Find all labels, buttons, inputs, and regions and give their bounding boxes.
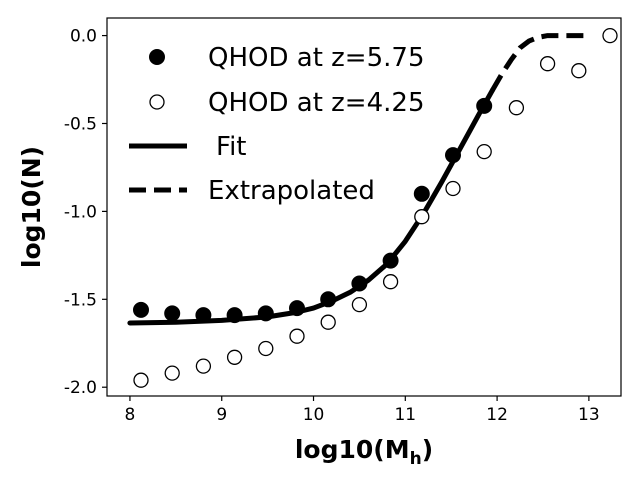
ticks-layer: 8 9 10 11 12 13 -2.0 -1.5 -1.0 -0.5 0.0 — [64, 27, 600, 425]
data-point-z575 — [382, 252, 399, 269]
data-point-z575 — [289, 300, 305, 317]
legend-label-fit: Fit — [216, 132, 246, 162]
data-point-z425 — [571, 63, 587, 79]
extrapolated-line — [490, 33, 589, 92]
legend-label-extrapolated: Extrapolated — [208, 176, 375, 206]
data-point-z425 — [164, 365, 180, 381]
data-point-z425 — [133, 372, 149, 388]
data-point-z425 — [258, 340, 274, 357]
data-point-z575 — [226, 307, 243, 324]
data-point-z425 — [414, 209, 430, 225]
data-point-z575 — [445, 147, 461, 164]
data-point-z425 — [602, 27, 618, 44]
data-point-z575 — [476, 97, 493, 114]
data-point-z425 — [195, 358, 212, 374]
x-axis-label-close: ) — [422, 435, 433, 464]
x-tick-label: 10 — [303, 405, 325, 425]
y-tick-label: -1.5 — [64, 290, 97, 310]
legend-label-z425: QHOD at z=4.25 — [208, 88, 424, 118]
plot-area — [107, 18, 621, 396]
x-tick-label: 12 — [486, 405, 508, 425]
data-point-z425 — [476, 143, 492, 160]
y-tick-label: 0.0 — [70, 27, 97, 47]
series-layer — [127, 27, 618, 388]
x-axis-label: log10(Mh) — [295, 435, 433, 469]
data-point-z425 — [382, 274, 399, 290]
y-tick-label: -0.5 — [64, 114, 97, 134]
x-tick-label: 11 — [394, 405, 416, 425]
data-point-z425 — [539, 56, 556, 72]
y-tick-label: -1.0 — [64, 202, 97, 222]
legend-label-z575: QHOD at z=5.75 — [208, 43, 424, 73]
x-tick-label: 13 — [578, 405, 600, 425]
plot-frame — [106, 17, 622, 397]
data-point-z425 — [289, 328, 305, 344]
legend-marker-filled — [149, 49, 165, 65]
data-point-z425 — [226, 349, 243, 365]
data-point-z575 — [351, 275, 368, 292]
data-point-z575 — [133, 301, 149, 318]
x-tick-label: 9 — [216, 405, 227, 425]
legend: QHOD at z=5.75 QHOD at z=4.25 Fit Extrap… — [129, 43, 424, 206]
x-axis-label-subscript: h — [410, 449, 422, 469]
data-point-z425 — [445, 180, 461, 197]
legend-marker-open — [149, 94, 165, 110]
data-point-z575 — [164, 305, 181, 322]
y-axis-label: log10(N) — [17, 146, 46, 268]
data-point-z425 — [351, 296, 368, 313]
data-point-z575 — [413, 185, 430, 202]
y-tick-label: -2.0 — [64, 378, 97, 398]
data-point-z575 — [195, 307, 212, 324]
data-point-z425 — [320, 314, 336, 330]
x-tick-label: 8 — [125, 405, 136, 425]
data-point-z575 — [320, 291, 337, 308]
data-point-z575 — [257, 305, 274, 322]
data-point-z425 — [508, 100, 525, 116]
